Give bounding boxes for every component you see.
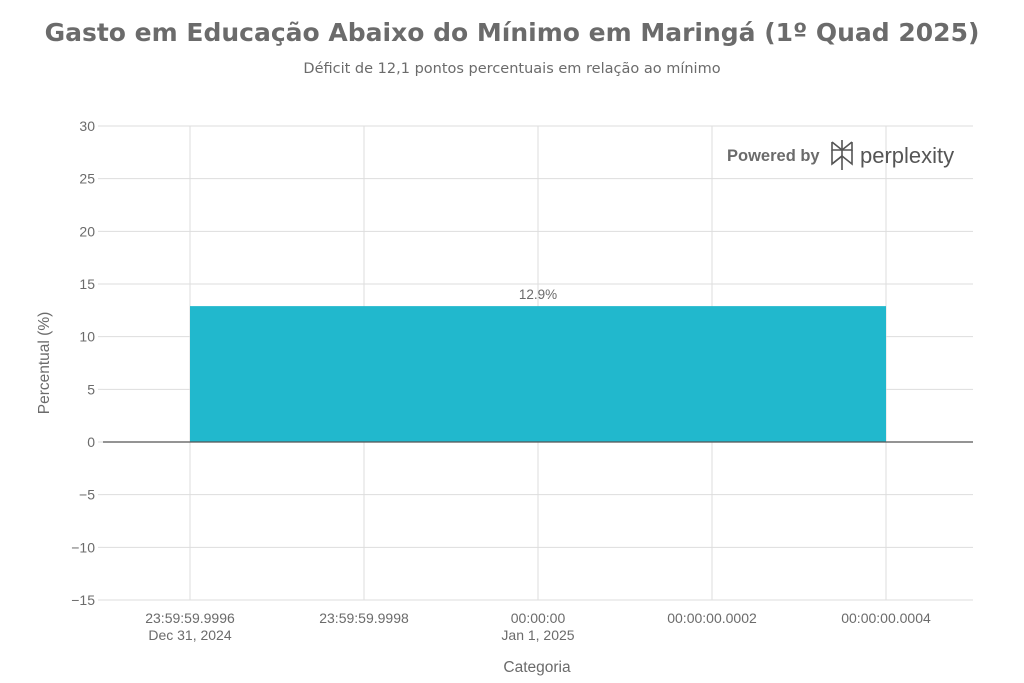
y-tick-label: −5 bbox=[79, 487, 95, 503]
y-tick-label: 20 bbox=[79, 223, 95, 239]
x-tick-label: 23:59:59.9996 bbox=[145, 610, 235, 626]
y-tick-label: 5 bbox=[87, 381, 95, 397]
y-tick-label: 25 bbox=[79, 171, 95, 187]
x-axis-label: Categoria bbox=[503, 659, 571, 676]
perplexity-logo-icon bbox=[831, 140, 853, 170]
x-tick-sublabel: Dec 31, 2024 bbox=[148, 627, 231, 643]
y-tick-label: 0 bbox=[87, 434, 95, 450]
y-tick-label: −10 bbox=[71, 539, 95, 555]
x-tick-label: 00:00:00 bbox=[511, 610, 566, 626]
perplexity-brand-text: perplexity bbox=[860, 143, 954, 168]
y-tick-label: 10 bbox=[79, 329, 95, 345]
y-tick-label: −15 bbox=[71, 592, 95, 608]
x-tick-label: 23:59:59.9998 bbox=[319, 610, 409, 626]
bar-value-label: 12.9% bbox=[519, 287, 557, 302]
powered-by-text: Powered by bbox=[727, 147, 820, 165]
x-tick-label: 00:00:00.0002 bbox=[667, 610, 757, 626]
bar bbox=[190, 306, 886, 442]
chart-title: Gasto em Educação Abaixo do Mínimo em Ma… bbox=[44, 18, 980, 47]
y-tick-label: 30 bbox=[79, 118, 95, 134]
x-tick-label: 00:00:00.0004 bbox=[841, 610, 931, 626]
x-tick-sublabel: Jan 1, 2025 bbox=[501, 627, 574, 643]
powered-by-watermark: Powered by perplexity bbox=[727, 140, 954, 170]
y-axis-label: Percentual (%) bbox=[36, 312, 53, 415]
bar-layer: 12.9% bbox=[190, 287, 886, 442]
y-tick-label: 15 bbox=[79, 276, 95, 292]
chart-subtitle: Déficit de 12,1 pontos percentuais em re… bbox=[303, 61, 721, 77]
